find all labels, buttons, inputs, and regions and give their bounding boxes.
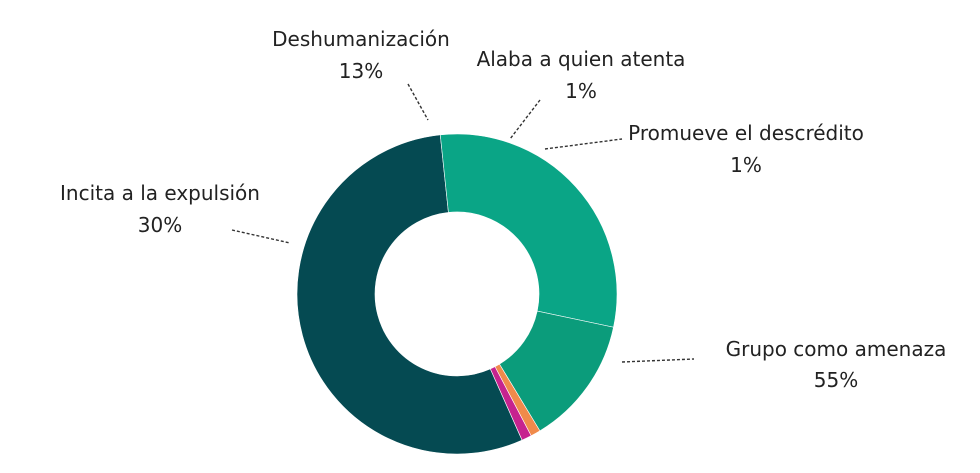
- slice-value-incita-a-la-expulsion: 30%: [138, 213, 182, 237]
- slice-label-deshumanizacion: Deshumanización: [272, 27, 450, 51]
- slice-value-alaba-a-quien-atenta: 1%: [565, 79, 597, 103]
- leader-line-alaba-a-quien-atenta: [509, 99, 541, 140]
- slice-promueve-el-descredito: [489, 366, 532, 441]
- slice-label-promueve-el-descredito: Promueve el descrédito: [628, 121, 864, 145]
- leader-line-deshumanizacion: [407, 83, 429, 121]
- leader-line-grupo-como-amenaza: [621, 358, 695, 363]
- slice-label-incita-a-la-expulsion: Incita a la expulsión: [60, 181, 260, 205]
- leader-line-promueve-el-descredito: [544, 138, 623, 150]
- slice-label-alaba-a-quien-atenta: Alaba a quien atenta: [477, 47, 686, 71]
- slice-value-grupo-como-amenaza: 55%: [814, 368, 858, 392]
- leader-line-incita-a-la-expulsion: [231, 229, 291, 244]
- slice-label-grupo-como-amenaza: Grupo como amenaza: [726, 337, 947, 361]
- slice-value-promueve-el-descredito: 1%: [730, 153, 762, 177]
- slice-value-deshumanizacion: 13%: [339, 59, 383, 83]
- slice-incita-a-la-expulsion: [439, 133, 618, 328]
- slice-grupo-como-amenaza: [296, 134, 523, 455]
- leader-lines: [231, 83, 695, 363]
- donut-slices: [296, 133, 618, 455]
